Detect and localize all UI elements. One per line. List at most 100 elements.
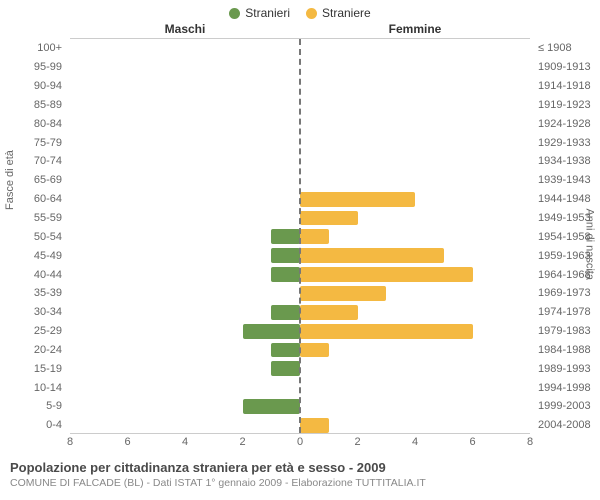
birth-year-label: 1989-1993 bbox=[530, 363, 591, 375]
female-half bbox=[300, 341, 530, 360]
birth-year-label: 1959-1963 bbox=[530, 250, 591, 262]
female-half bbox=[300, 265, 530, 284]
male-bar bbox=[271, 267, 300, 282]
female-half bbox=[300, 303, 530, 322]
x-tick: 6 bbox=[469, 436, 475, 448]
age-label: 40-44 bbox=[34, 269, 70, 281]
x-tick: 0 bbox=[297, 436, 303, 448]
age-label: 55-59 bbox=[34, 212, 70, 224]
center-line bbox=[299, 39, 301, 433]
female-bar bbox=[300, 305, 358, 320]
age-label: 90-94 bbox=[34, 80, 70, 92]
male-half bbox=[70, 284, 300, 303]
age-label: 70-74 bbox=[34, 155, 70, 167]
male-bar bbox=[271, 305, 300, 320]
male-bar bbox=[271, 361, 300, 376]
birth-year-label: 1999-2003 bbox=[530, 400, 591, 412]
female-half bbox=[300, 416, 530, 435]
male-half bbox=[70, 190, 300, 209]
legend-female-label: Straniere bbox=[322, 6, 371, 20]
legend-female: Straniere bbox=[306, 6, 371, 20]
age-label: 45-49 bbox=[34, 250, 70, 262]
male-half bbox=[70, 322, 300, 341]
female-half bbox=[300, 397, 530, 416]
birth-year-label: 2004-2008 bbox=[530, 419, 591, 431]
female-half bbox=[300, 114, 530, 133]
header-male: Maschi bbox=[70, 22, 300, 36]
female-half bbox=[300, 58, 530, 77]
female-bar bbox=[300, 248, 444, 263]
age-label: 5-9 bbox=[46, 400, 70, 412]
birth-year-label: 1944-1948 bbox=[530, 193, 591, 205]
x-tick: 8 bbox=[527, 436, 533, 448]
male-half bbox=[70, 227, 300, 246]
age-label: 80-84 bbox=[34, 118, 70, 130]
age-label: 25-29 bbox=[34, 325, 70, 337]
birth-year-label: ≤ 1908 bbox=[530, 42, 572, 54]
birth-year-label: 1964-1968 bbox=[530, 269, 591, 281]
chart-title: Popolazione per cittadinanza straniera p… bbox=[10, 460, 590, 475]
legend-male-swatch bbox=[229, 8, 240, 19]
birth-year-label: 1974-1978 bbox=[530, 306, 591, 318]
legend: Stranieri Straniere bbox=[0, 0, 600, 22]
legend-male: Stranieri bbox=[229, 6, 290, 20]
female-half bbox=[300, 39, 530, 58]
male-half bbox=[70, 114, 300, 133]
male-bar bbox=[243, 324, 301, 339]
female-half bbox=[300, 378, 530, 397]
female-half bbox=[300, 77, 530, 96]
y-axis-title-left: Fasce di età bbox=[4, 150, 16, 210]
female-half bbox=[300, 227, 530, 246]
age-label: 60-64 bbox=[34, 193, 70, 205]
x-tick: 2 bbox=[354, 436, 360, 448]
male-half bbox=[70, 209, 300, 228]
female-bar bbox=[300, 324, 473, 339]
male-half bbox=[70, 77, 300, 96]
female-half bbox=[300, 209, 530, 228]
female-half bbox=[300, 322, 530, 341]
male-half bbox=[70, 359, 300, 378]
age-label: 95-99 bbox=[34, 61, 70, 73]
male-half bbox=[70, 39, 300, 58]
age-label: 15-19 bbox=[34, 363, 70, 375]
female-bar bbox=[300, 286, 386, 301]
x-tick: 4 bbox=[182, 436, 188, 448]
male-half bbox=[70, 341, 300, 360]
birth-year-label: 1934-1938 bbox=[530, 155, 591, 167]
birth-year-label: 1984-1988 bbox=[530, 344, 591, 356]
column-headers: Maschi Femmine bbox=[0, 22, 600, 36]
female-half bbox=[300, 152, 530, 171]
female-bar bbox=[300, 192, 415, 207]
female-half bbox=[300, 359, 530, 378]
female-bar bbox=[300, 211, 358, 226]
male-bar bbox=[271, 343, 300, 358]
age-label: 30-34 bbox=[34, 306, 70, 318]
female-half bbox=[300, 246, 530, 265]
birth-year-label: 1919-1923 bbox=[530, 99, 591, 111]
birth-year-label: 1949-1953 bbox=[530, 212, 591, 224]
female-bar bbox=[300, 229, 329, 244]
birth-year-label: 1954-1958 bbox=[530, 231, 591, 243]
x-tick: 6 bbox=[124, 436, 130, 448]
x-tick: 4 bbox=[412, 436, 418, 448]
male-half bbox=[70, 171, 300, 190]
age-label: 100+ bbox=[37, 42, 70, 54]
age-label: 85-89 bbox=[34, 99, 70, 111]
header-female: Femmine bbox=[300, 22, 530, 36]
age-label: 0-4 bbox=[46, 419, 70, 431]
female-half bbox=[300, 96, 530, 115]
chart-area: 100+≤ 190895-991909-191390-941914-191885… bbox=[70, 38, 530, 434]
female-bar bbox=[300, 343, 329, 358]
birth-year-label: 1939-1943 bbox=[530, 174, 591, 186]
male-half bbox=[70, 378, 300, 397]
male-half bbox=[70, 265, 300, 284]
age-label: 75-79 bbox=[34, 137, 70, 149]
chart-container: Stranieri Straniere Maschi Femmine Fasce… bbox=[0, 0, 600, 500]
legend-male-label: Stranieri bbox=[245, 6, 290, 20]
age-label: 65-69 bbox=[34, 174, 70, 186]
male-bar bbox=[243, 399, 301, 414]
chart-subtitle: COMUNE DI FALCADE (BL) - Dati ISTAT 1° g… bbox=[10, 477, 590, 489]
x-tick: 8 bbox=[67, 436, 73, 448]
male-half bbox=[70, 152, 300, 171]
legend-female-swatch bbox=[306, 8, 317, 19]
